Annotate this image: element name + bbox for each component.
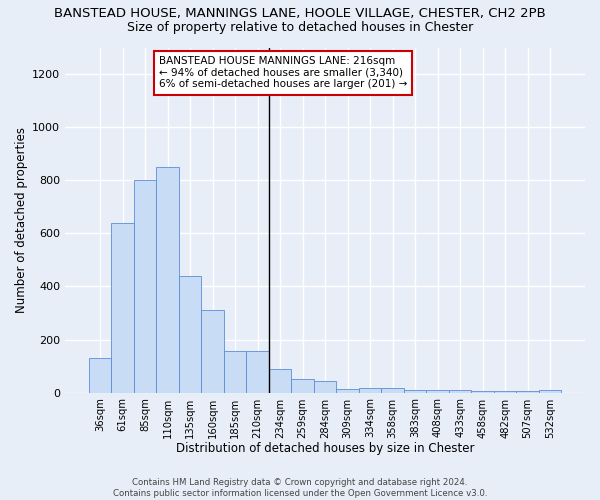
Bar <box>449 390 472 392</box>
Bar <box>337 388 359 392</box>
Bar <box>89 358 111 392</box>
Bar <box>359 388 382 392</box>
Bar <box>269 368 292 392</box>
Bar <box>134 180 156 392</box>
Bar <box>224 352 247 393</box>
Bar <box>156 167 179 392</box>
Bar <box>202 310 224 392</box>
Bar <box>314 382 337 392</box>
Bar <box>539 390 562 392</box>
Bar <box>292 380 314 392</box>
Text: Size of property relative to detached houses in Chester: Size of property relative to detached ho… <box>127 21 473 34</box>
Text: BANSTEAD HOUSE, MANNINGS LANE, HOOLE VILLAGE, CHESTER, CH2 2PB: BANSTEAD HOUSE, MANNINGS LANE, HOOLE VIL… <box>54 8 546 20</box>
X-axis label: Distribution of detached houses by size in Chester: Distribution of detached houses by size … <box>176 442 475 455</box>
Y-axis label: Number of detached properties: Number of detached properties <box>15 127 28 313</box>
Bar <box>111 222 134 392</box>
Bar <box>247 352 269 393</box>
Text: Contains HM Land Registry data © Crown copyright and database right 2024.
Contai: Contains HM Land Registry data © Crown c… <box>113 478 487 498</box>
Bar <box>382 388 404 392</box>
Bar <box>179 276 202 392</box>
Bar <box>404 390 427 392</box>
Bar <box>427 390 449 392</box>
Text: BANSTEAD HOUSE MANNINGS LANE: 216sqm
← 94% of detached houses are smaller (3,340: BANSTEAD HOUSE MANNINGS LANE: 216sqm ← 9… <box>159 56 407 90</box>
